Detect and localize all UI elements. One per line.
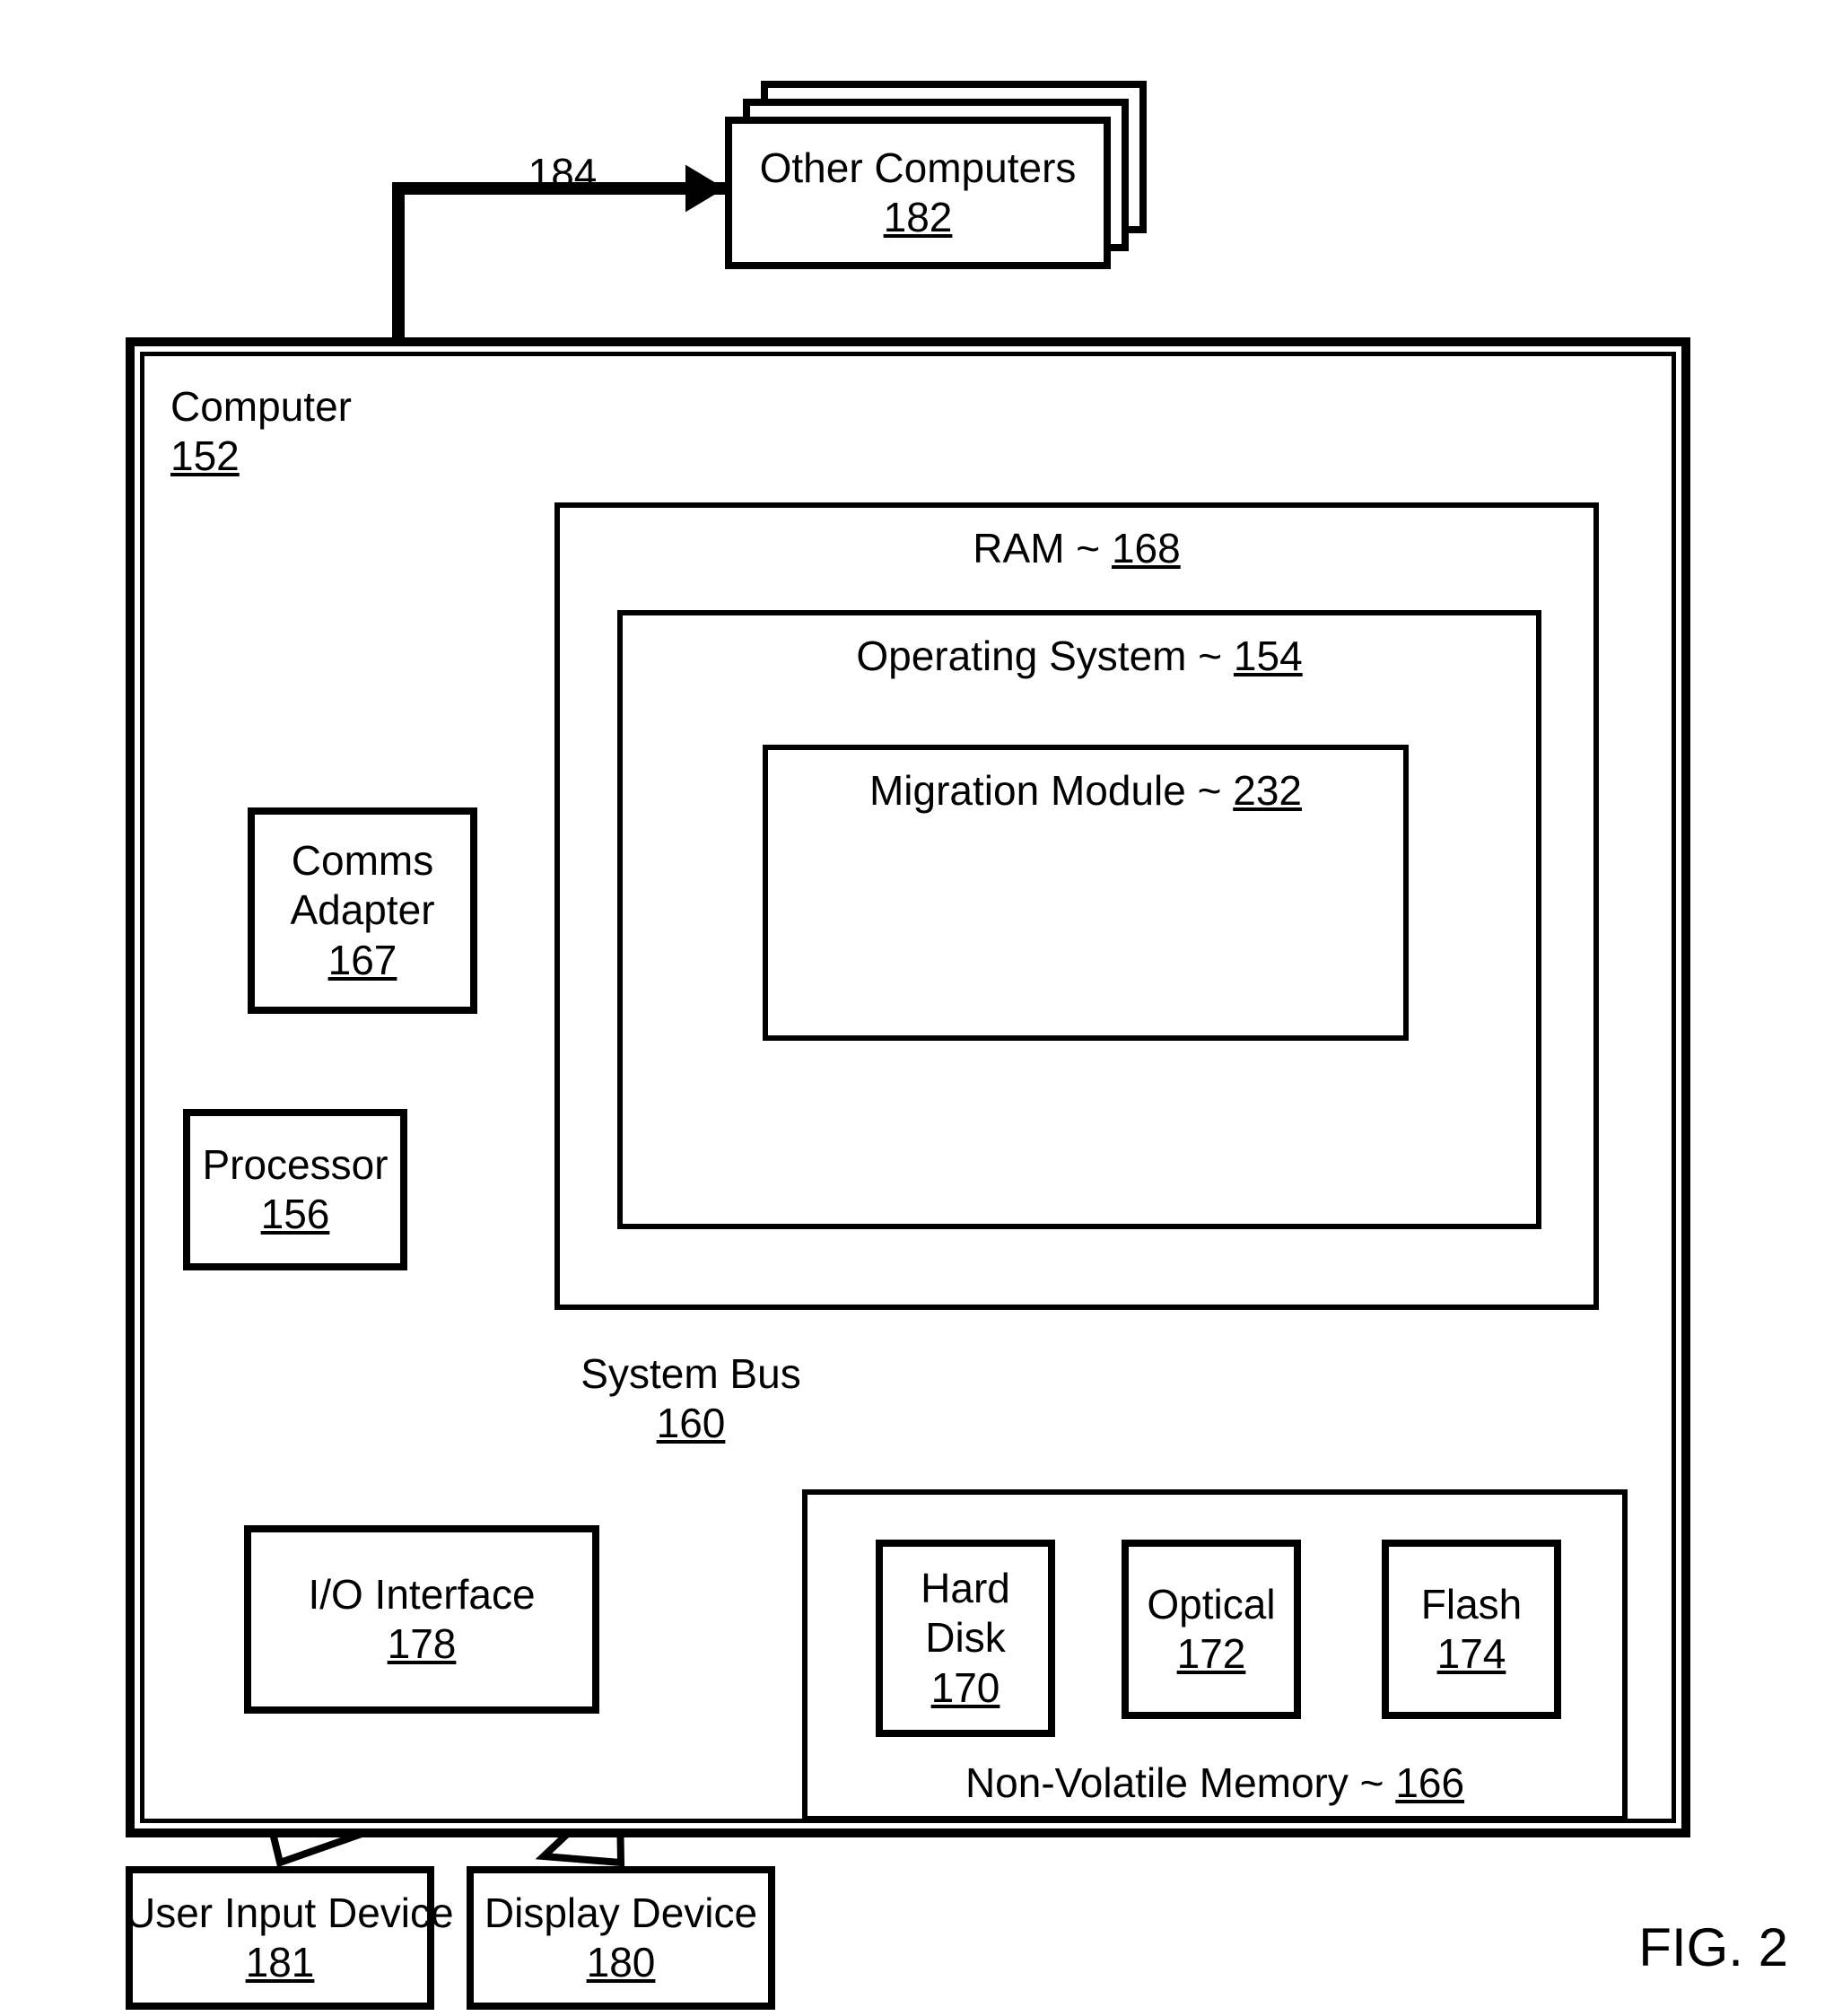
- user_input-label-text: User Input Device: [126, 1889, 454, 1936]
- hdd-label: Hard Disk170: [876, 1564, 1055, 1713]
- nvmem-label-text: Non-Volatile Memory ~: [965, 1759, 1384, 1806]
- processor-label-text: Processor: [202, 1141, 388, 1188]
- os-label: Operating System ~ 154: [617, 632, 1541, 681]
- diagram-canvas: Computer152 Other Computers182 RAM ~ 168 Op…: [0, 0, 1842, 2016]
- ram-ref: 168: [1112, 525, 1181, 572]
- other_computers-label-text: Other Computers: [760, 144, 1077, 191]
- user_input-ref: 181: [246, 1939, 315, 1985]
- display-label-text: Display Device: [485, 1889, 757, 1936]
- os-label-text: Operating System ~: [856, 633, 1222, 679]
- optical-label-text: Optical: [1147, 1581, 1275, 1628]
- user_input-label: User Input Device181: [126, 1889, 434, 1987]
- optical-label: Optical172: [1122, 1580, 1301, 1679]
- processor-ref: 156: [261, 1191, 330, 1237]
- migration-ref: 232: [1233, 767, 1302, 814]
- system-bus-label-text: System Bus: [581, 1350, 800, 1397]
- processor-label: Processor156: [183, 1140, 407, 1239]
- migration-label: Migration Module ~ 232: [763, 766, 1409, 816]
- flash-label-text: Flash: [1421, 1581, 1522, 1628]
- comms-label: Comms Adapter167: [248, 836, 477, 985]
- nvmem-label: Non-Volatile Memory ~ 166: [802, 1759, 1628, 1808]
- edge-184-label: 184: [518, 149, 607, 198]
- flash-ref: 174: [1437, 1630, 1506, 1677]
- comms-ref: 167: [328, 937, 397, 983]
- io-label-text: I/O Interface: [308, 1571, 535, 1618]
- computer-label-text: Computer: [170, 383, 352, 430]
- system-bus-label: System Bus160: [547, 1349, 834, 1448]
- migration-label-text: Migration Module ~: [869, 767, 1221, 814]
- figure-label: FIG. 2: [1638, 1916, 1788, 1980]
- os-ref: 154: [1234, 633, 1303, 679]
- nvmem-ref: 166: [1395, 1759, 1464, 1806]
- io-ref: 178: [388, 1620, 457, 1667]
- hdd-label-text: Hard Disk: [921, 1565, 1010, 1661]
- computer-ref: 152: [170, 432, 240, 479]
- ram-label-text: RAM ~: [973, 525, 1100, 572]
- comms-label-text: Comms Adapter: [290, 837, 434, 933]
- ram-label: RAM ~ 168: [554, 524, 1599, 573]
- system-bus-ref: 160: [657, 1400, 726, 1446]
- computer-label: Computer152: [170, 382, 352, 481]
- display-ref: 180: [587, 1939, 656, 1985]
- other_computers-ref: 182: [884, 194, 953, 240]
- hdd-ref: 170: [931, 1664, 1000, 1711]
- flash-label: Flash174: [1382, 1580, 1561, 1679]
- display-label: Display Device180: [467, 1889, 775, 1987]
- io-label: I/O Interface178: [244, 1570, 599, 1669]
- other_computers-label: Other Computers182: [725, 144, 1111, 242]
- optical-ref: 172: [1177, 1630, 1246, 1677]
